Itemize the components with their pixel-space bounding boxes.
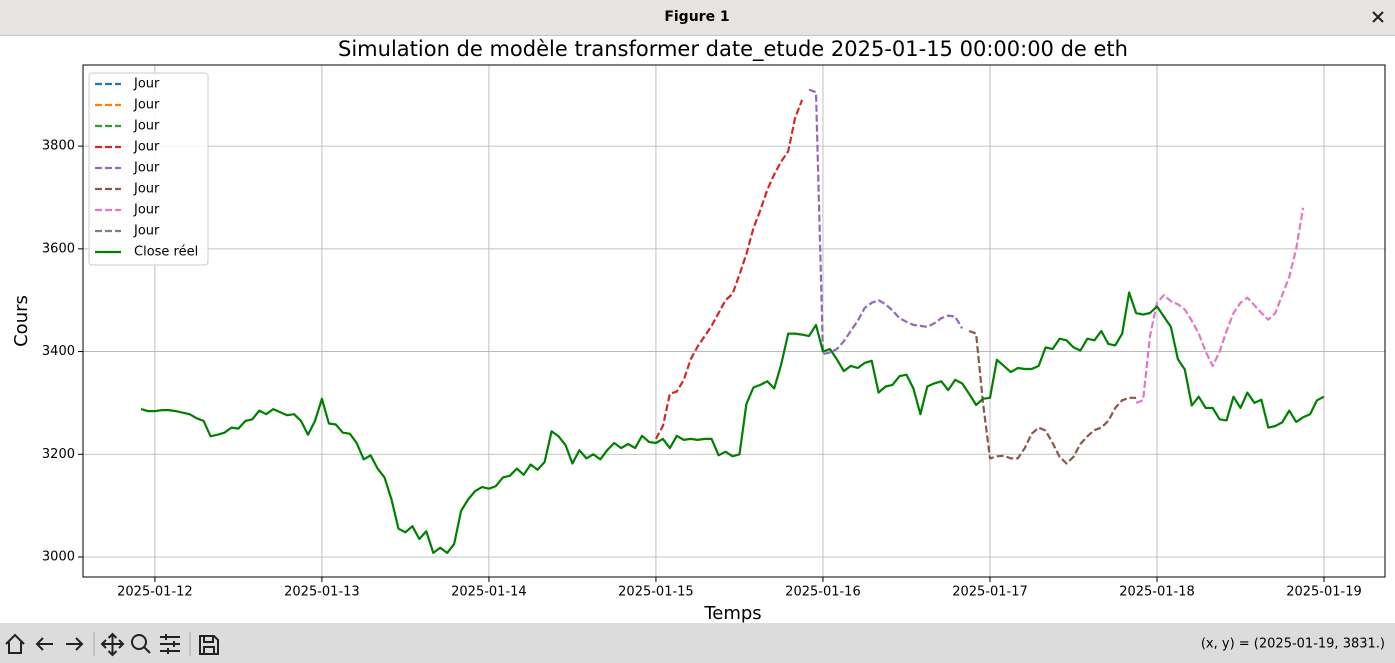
back-button[interactable] xyxy=(35,637,53,651)
legend-label: Jour xyxy=(133,203,160,218)
y-tick-label: 3200 xyxy=(42,447,75,462)
window-title: Figure 1 xyxy=(664,9,729,25)
plot-frame xyxy=(82,64,1386,578)
x-tick-label: 2025-01-12 xyxy=(117,585,193,600)
x-tick-label: 2025-01-15 xyxy=(618,585,694,600)
x-tick-label: 2025-01-17 xyxy=(952,585,1028,600)
y-tick-label: 3600 xyxy=(42,241,75,256)
series-line xyxy=(808,88,964,356)
series-line xyxy=(1135,207,1305,404)
save-button[interactable] xyxy=(199,635,219,655)
y-tick-label: 3800 xyxy=(42,139,75,154)
zoom-button[interactable] xyxy=(131,634,151,654)
legend-label: Jour xyxy=(133,161,160,176)
chart-title: Simulation de modèle transformer date_et… xyxy=(338,37,1128,62)
legend-label: Jour xyxy=(133,140,160,155)
legend-box xyxy=(88,72,209,266)
legend-label: Jour xyxy=(133,119,160,134)
legend-label: Close réel xyxy=(134,245,198,260)
x-tick-label: 2025-01-16 xyxy=(785,585,861,600)
x-tick-label: 2025-01-14 xyxy=(451,585,527,600)
x-axis-label: Temps xyxy=(703,603,761,624)
configure-button[interactable] xyxy=(160,634,180,654)
y-axis-label: Cours xyxy=(11,295,32,347)
series-line xyxy=(140,291,1325,554)
forward-button[interactable] xyxy=(66,637,84,651)
x-tick-label: 2025-01-18 xyxy=(1119,585,1195,600)
x-tick-label: 2025-01-13 xyxy=(284,585,360,600)
cursor-status: (x, y) = (2025-01-19, 3831.) xyxy=(1201,637,1385,652)
x-tick-label: 2025-01-19 xyxy=(1286,585,1362,600)
y-tick-label: 3000 xyxy=(42,549,75,564)
pan-button[interactable] xyxy=(100,632,125,657)
plot-area: 2025-01-12 2025-01-13 2025-01-14 2025-01-15… xyxy=(42,64,1386,600)
legend-label: Jour xyxy=(133,224,160,239)
series-line xyxy=(968,329,1137,465)
legend-label: Jour xyxy=(133,77,160,92)
title-bar xyxy=(0,0,1395,35)
series-line xyxy=(654,99,804,440)
legend-label: Jour xyxy=(133,98,160,113)
close-button[interactable] xyxy=(1372,11,1384,23)
home-button[interactable] xyxy=(5,633,25,654)
y-tick-label: 3400 xyxy=(42,344,75,359)
legend-label: Jour xyxy=(133,182,160,197)
toolbar xyxy=(0,623,1395,663)
